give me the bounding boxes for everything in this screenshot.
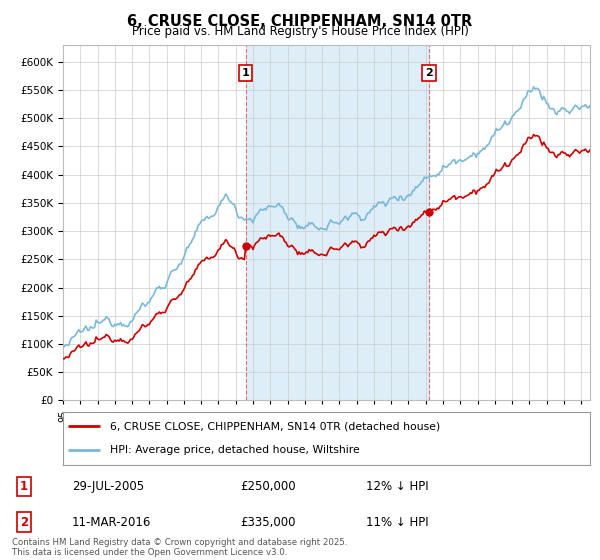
Text: 1: 1 <box>20 480 28 493</box>
Text: 2: 2 <box>20 516 28 529</box>
Text: 6, CRUSE CLOSE, CHIPPENHAM, SN14 0TR (detached house): 6, CRUSE CLOSE, CHIPPENHAM, SN14 0TR (de… <box>110 422 440 432</box>
Text: 12% ↓ HPI: 12% ↓ HPI <box>366 480 428 493</box>
Text: 6, CRUSE CLOSE, CHIPPENHAM, SN14 0TR: 6, CRUSE CLOSE, CHIPPENHAM, SN14 0TR <box>127 14 473 29</box>
Text: 11-MAR-2016: 11-MAR-2016 <box>72 516 151 529</box>
Text: Price paid vs. HM Land Registry's House Price Index (HPI): Price paid vs. HM Land Registry's House … <box>131 25 469 38</box>
Text: 29-JUL-2005: 29-JUL-2005 <box>72 480 144 493</box>
Bar <box>245 45 429 400</box>
Text: £335,000: £335,000 <box>240 516 296 529</box>
Text: £250,000: £250,000 <box>240 480 296 493</box>
Text: 11% ↓ HPI: 11% ↓ HPI <box>366 516 428 529</box>
Text: Contains HM Land Registry data © Crown copyright and database right 2025.
This d: Contains HM Land Registry data © Crown c… <box>12 538 347 557</box>
Text: 1: 1 <box>242 68 250 78</box>
Text: HPI: Average price, detached house, Wiltshire: HPI: Average price, detached house, Wilt… <box>110 445 360 455</box>
Text: 2: 2 <box>425 68 433 78</box>
